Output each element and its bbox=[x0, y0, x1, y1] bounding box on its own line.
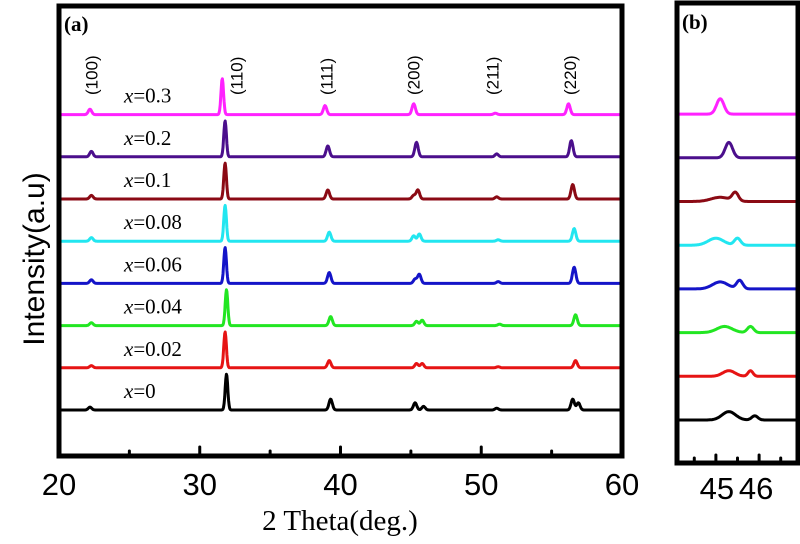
trace-x-0-2 bbox=[58, 119, 622, 159]
series-label-x-0-3: x=0.3 bbox=[123, 84, 171, 108]
hkl-label-200: (200) bbox=[405, 55, 424, 95]
hkl-label-220: (220) bbox=[561, 55, 580, 95]
hkl-label-110: (110) bbox=[227, 57, 246, 95]
panel-a-traces bbox=[58, 77, 622, 412]
trace-x-0-02 bbox=[58, 330, 622, 370]
trace-x-0 bbox=[58, 372, 622, 412]
zoom-trace-x-0-2 bbox=[677, 140, 797, 160]
panel-b-traces bbox=[677, 97, 797, 422]
panel-a: x=0.3 x=0.2 x=0.1 x=0.08 x=0.06 x=0.04 x=0.02 x… bbox=[18, 3, 639, 537]
zoom-trace-x-0-3 bbox=[677, 97, 797, 116]
x-axis-title: 2 Theta(deg.) bbox=[262, 505, 418, 537]
panel-a-label: (a) bbox=[64, 12, 89, 36]
series-label-x-0: x=0 bbox=[123, 379, 156, 403]
x-tick-label-40: 40 bbox=[323, 467, 357, 502]
series-label-x-0-1: x=0.1 bbox=[123, 168, 171, 192]
trace-x-0-3 bbox=[58, 77, 622, 117]
panel-b-frame bbox=[674, 0, 800, 466]
trace-x-0-08 bbox=[58, 203, 622, 243]
zoom-trace-x-0-06 bbox=[677, 278, 797, 291]
trace-x-0-04 bbox=[58, 288, 622, 328]
panel-a-series-labels: x=0.3 x=0.2 x=0.1 x=0.08 x=0.06 x=0.04 x=0.02 x… bbox=[123, 84, 182, 403]
panel-b-label: (b) bbox=[682, 10, 708, 34]
series-label-x-0-08: x=0.08 bbox=[123, 210, 182, 234]
series-label-x-0-04: x=0.04 bbox=[123, 295, 182, 319]
trace-x-0-1 bbox=[58, 161, 622, 201]
panel-a-hkl-annotations: (100) (110) (111) (200) (211) (220) bbox=[82, 55, 580, 95]
x-tick-label-50: 50 bbox=[464, 467, 498, 502]
x-tick-label-60: 60 bbox=[605, 467, 639, 502]
panel-a-x-ticks: 20 30 40 50 60 bbox=[42, 445, 639, 502]
zoom-trace-x-0-04 bbox=[677, 324, 797, 335]
series-label-x-0-02: x=0.02 bbox=[123, 337, 182, 361]
y-axis-title: Intensity(a.u) bbox=[18, 172, 51, 345]
zoom-trace-x-0-1 bbox=[677, 190, 797, 203]
panel-a-frame bbox=[56, 3, 625, 459]
x-tick-label-30: 30 bbox=[183, 467, 217, 502]
panel-b: 45 46 (b) bbox=[674, 0, 800, 506]
zoom-trace-x-0-02 bbox=[677, 369, 797, 378]
zoom-x-tick-label-46: 46 bbox=[739, 471, 773, 506]
zoom-x-tick-label-45: 45 bbox=[700, 471, 734, 506]
x-tick-label-20: 20 bbox=[42, 467, 76, 502]
series-label-x-0-06: x=0.06 bbox=[123, 252, 182, 276]
hkl-label-211: (211) bbox=[484, 57, 503, 95]
trace-x-0-06 bbox=[58, 246, 622, 285]
zoom-trace-x-0-08 bbox=[677, 236, 797, 247]
series-label-x-0-2: x=0.2 bbox=[123, 126, 171, 150]
hkl-label-100: (100) bbox=[82, 55, 101, 95]
zoom-trace-x-0 bbox=[677, 410, 797, 422]
hkl-label-111: (111) bbox=[317, 58, 336, 95]
